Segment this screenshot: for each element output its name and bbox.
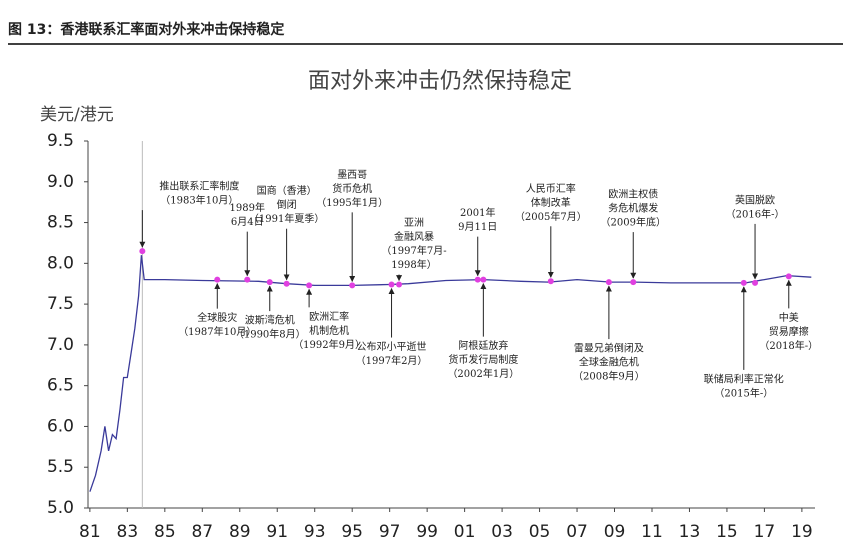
annotation-text: 英国脱欧 [735,193,775,206]
event-marker [785,273,792,280]
annotation-text: 中美 [779,311,799,324]
x-tick-label: 93 [304,522,326,542]
x-tick-label: 89 [229,522,251,542]
annotation-text: 贸易摩擦 [769,325,809,338]
x-tick-label: 97 [379,522,401,542]
x-tick-label: 95 [341,522,363,542]
x-tick-label: 01 [454,522,476,542]
event-marker [740,279,747,286]
event-marker [266,279,273,286]
x-tick-label: 13 [679,522,701,542]
event-marker [630,279,637,286]
annotation-text: 阿根廷放弃 [458,339,508,352]
x-tick-label: 85 [154,522,176,542]
x-tick-label: 09 [604,522,626,542]
annotation-text: （1991年夏季） [249,212,324,225]
x-tick-label: 19 [791,522,813,542]
annotation-text: （1995年1月） [316,196,388,209]
x-tick-label: 83 [117,522,139,542]
event-marker [283,280,290,287]
annotation-text: 体制改革 [531,196,571,209]
x-tick-label: 81 [79,522,101,542]
annotation-text: （2008年9月） [573,370,645,383]
x-tick-label: 11 [641,522,663,542]
event-marker [388,281,395,288]
annotation-text: （2018年-） [759,339,818,352]
annotation-text: 推出联系汇率制度 [159,180,239,193]
annotation-text: 货币危机 [332,182,372,195]
annotation-text: 欧洲汇率 [309,310,349,323]
x-tick-label: 05 [529,522,551,542]
x-tick-label: 07 [566,522,588,542]
annotation-text: （2009年底） [601,216,666,229]
annotation-text: （1997年2月） [356,354,428,367]
annotation-text: 雷曼兄弟倒闭及 [574,342,644,355]
y-tick-label: 6.5 [47,376,74,396]
y-tick-label: 7.0 [47,335,74,355]
y-tick-label: 6.0 [47,416,74,436]
annotation-text: （2002年1月） [447,367,519,380]
event-marker [306,282,313,289]
y-tick-label: 9.5 [47,131,74,151]
x-tick-label: 15 [716,522,738,542]
x-tick-label: 87 [191,522,213,542]
event-marker [214,276,221,283]
annotation-text: 货币发行局制度 [448,353,518,366]
annotation-text: （2005年7月） [515,210,587,223]
annotation-text: （2016年-） [726,207,785,220]
annotation-text: 金融风暴 [394,230,434,243]
event-marker [480,276,487,283]
annotation-text: 欧洲主权债 [608,188,658,201]
annotation-text: 全球股灾 [197,311,237,324]
annotation-text: （1997年7月- [381,244,446,257]
event-marker [474,276,481,283]
y-tick-label: 9.0 [47,172,74,192]
y-axis-label: 美元/港元 [40,105,114,125]
y-tick-label: 5.5 [47,457,74,477]
event-marker [547,278,554,285]
x-tick-label: 17 [754,522,776,542]
x-tick-label: 91 [266,522,288,542]
chart-title: 面对外来冲击仍然保持稳定 [308,69,572,94]
annotation-text: （1987年10月） [178,325,256,338]
y-tick-label: 8.0 [47,253,74,273]
annotation-text: 全球金融危机 [579,356,639,369]
x-tick-label: 03 [491,522,513,542]
event-marker [244,276,251,283]
annotation-text: 亚洲 [404,217,424,229]
annotation-text: 墨西哥 [337,169,367,181]
y-tick-label: 7.5 [47,294,74,314]
event-marker [752,279,759,286]
event-marker [349,282,356,289]
annotation-text: 波斯湾危机 [245,314,295,327]
annotation-text: （1990年8月） [234,328,306,341]
event-marker [605,279,612,286]
annotation-text: 9月11日 [458,221,497,233]
annotation-text: 公布邓小平逝世 [357,340,427,353]
annotation-text: 机制危机 [309,324,349,337]
figure-title: 图 13：香港联系汇率面对外来冲击保持稳定 [8,21,284,38]
annotation-text: 1989年 [230,201,265,214]
annotation-text: 联储局利率正常化 [704,372,784,385]
annotation-text: 2001年 [460,206,495,219]
y-tick-label: 5.0 [47,498,74,518]
annotation-text: 人民币汇率 [526,182,576,195]
annotation-text: 务危机爆发 [608,202,658,215]
y-tick-label: 8.5 [47,213,74,233]
annotation-text: （1983年10月） [160,194,238,207]
annotation-text: 国商（香港） [257,184,317,197]
event-marker [139,248,146,255]
annotation-text: （1992年9月） [293,338,365,351]
x-tick-label: 99 [416,522,438,542]
annotation-text: 1998年） [391,258,436,271]
event-marker [396,281,403,288]
annotation-text: 倒闭 [277,198,297,211]
annotation-text: （2015年-） [714,386,773,399]
annotation-text: 6月4日 [231,216,264,228]
